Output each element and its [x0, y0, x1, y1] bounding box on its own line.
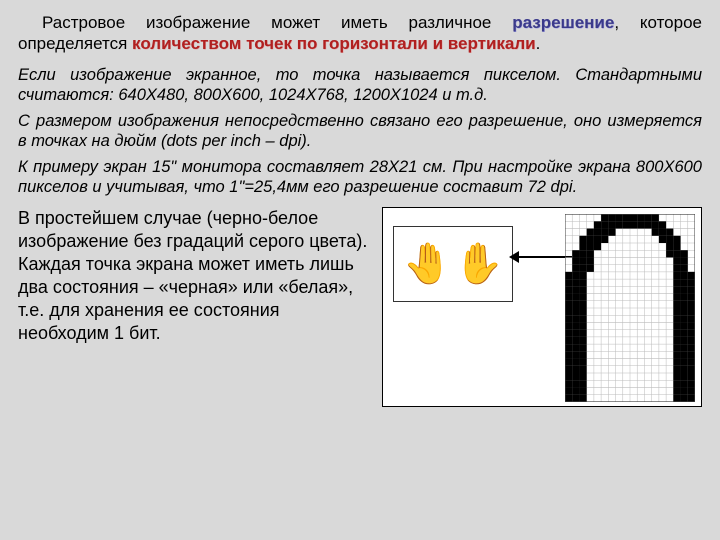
intro-pre: Растровое изображение может иметь различ… — [42, 13, 512, 32]
keyword-resolution: разрешение — [512, 13, 614, 32]
hand-right-icon: ✋ — [454, 244, 504, 284]
intro-post: . — [536, 34, 541, 53]
keyword-point-count: количеством точек по горизонтали и верти… — [132, 34, 536, 53]
pixel-grid — [565, 214, 695, 402]
paragraph-1: Если изображение экранное, то точка назы… — [18, 65, 702, 105]
intro-paragraph: Растровое изображение может иметь различ… — [18, 12, 702, 55]
pixel-grid-svg — [565, 214, 695, 402]
hand-left-icon: ✋ — [402, 244, 452, 284]
raster-figure: ✋ ✋ — [382, 207, 702, 407]
paragraph-2: С размером изображения непосредственно с… — [18, 111, 702, 151]
lower-text: В простейшем случае (черно-белое изображ… — [18, 207, 368, 407]
paragraph-3: К примеру экран 15" монитора составляет … — [18, 157, 702, 197]
lower-section: В простейшем случае (черно-белое изображ… — [18, 207, 702, 407]
hands-thumbnail: ✋ ✋ — [393, 226, 513, 302]
